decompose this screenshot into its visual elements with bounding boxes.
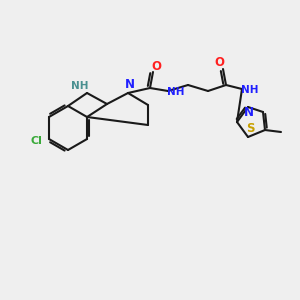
Text: S: S (246, 122, 254, 136)
Text: NH: NH (71, 81, 89, 91)
Text: N: N (244, 106, 254, 119)
Text: NH: NH (167, 87, 185, 97)
Text: N: N (125, 77, 135, 91)
Text: O: O (151, 61, 161, 74)
Text: O: O (214, 56, 224, 70)
Text: NH: NH (241, 85, 259, 95)
Text: Cl: Cl (30, 136, 42, 146)
